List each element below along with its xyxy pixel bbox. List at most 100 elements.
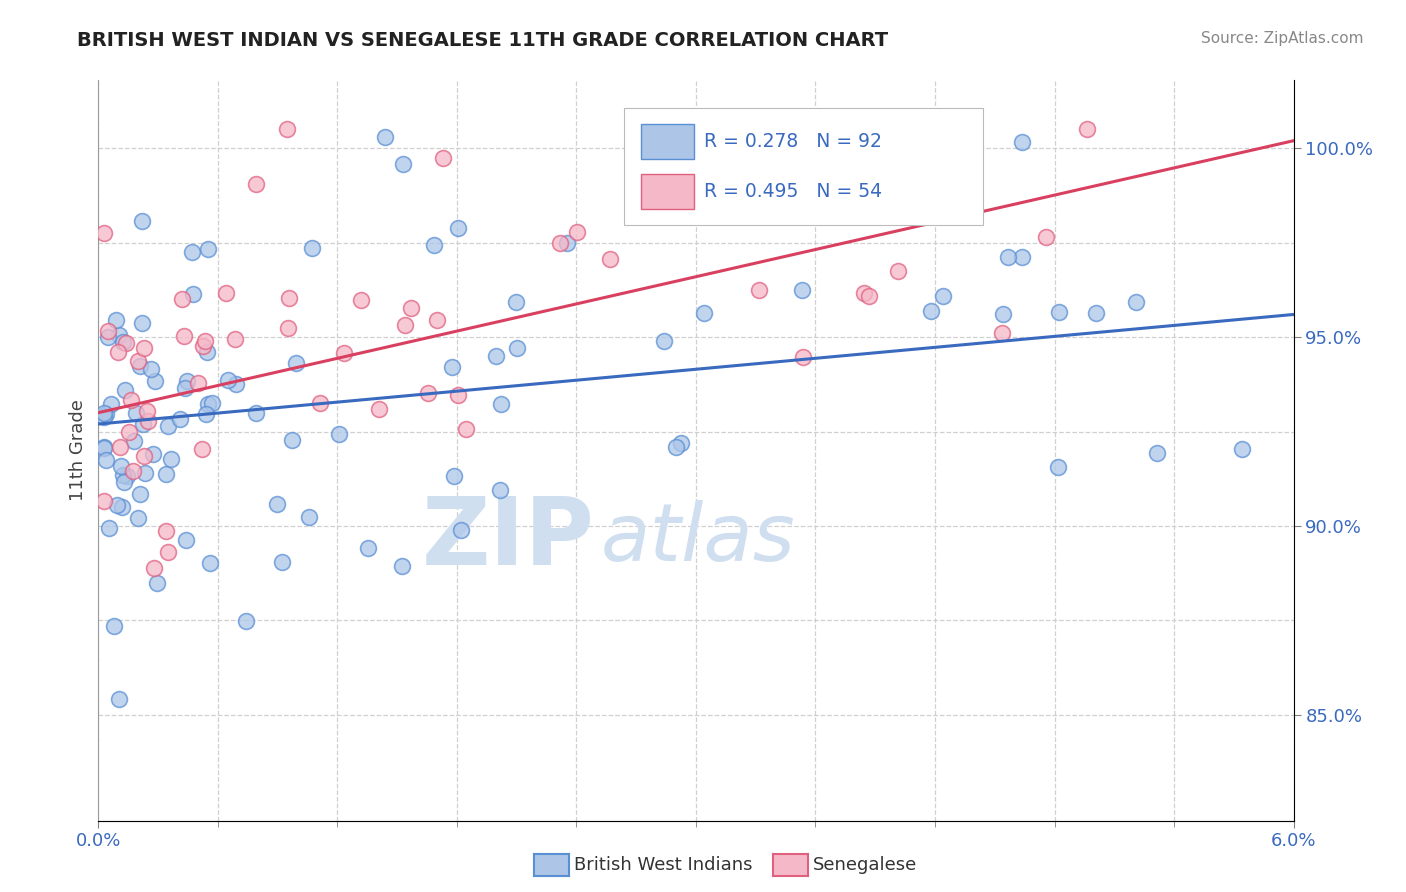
Point [1084, 306, 1107, 320]
Point [391, 559, 413, 574]
Point [135, 404, 157, 418]
FancyBboxPatch shape [641, 174, 693, 209]
Point [278, 292, 301, 306]
Point [488, 483, 510, 498]
Point [665, 440, 688, 454]
Text: ZIP: ZIP [422, 493, 595, 585]
Point [132, 341, 155, 355]
Point [271, 555, 294, 569]
Point [100, 397, 122, 411]
Point [491, 397, 513, 411]
Point [93, 410, 115, 425]
Point [669, 435, 692, 450]
Point [443, 469, 465, 483]
Point [200, 557, 222, 571]
Point [450, 524, 472, 538]
Point [93, 226, 115, 240]
Point [990, 326, 1012, 341]
Point [245, 178, 267, 192]
Point [399, 301, 422, 315]
Point [115, 336, 138, 351]
Point [187, 376, 209, 391]
Point [156, 418, 179, 433]
Point [118, 425, 141, 439]
Point [1011, 135, 1033, 149]
Point [195, 345, 218, 359]
Point [281, 434, 304, 448]
Point [181, 244, 204, 259]
Point [105, 313, 128, 327]
Point [94, 407, 117, 421]
Point [887, 264, 910, 278]
Point [173, 382, 195, 396]
Point [111, 467, 134, 482]
Point [191, 339, 214, 353]
Point [440, 360, 463, 375]
Point [1046, 459, 1069, 474]
Point [122, 464, 145, 478]
Point [748, 283, 770, 297]
Point [328, 426, 350, 441]
Point [93, 494, 115, 508]
Point [169, 412, 191, 426]
Point [557, 235, 579, 250]
Point [200, 396, 222, 410]
Point [599, 252, 621, 267]
Point [1047, 305, 1070, 319]
Text: atlas: atlas [600, 500, 796, 578]
Point [394, 318, 416, 332]
Point [134, 466, 156, 480]
Y-axis label: 11th Grade: 11th Grade [69, 400, 87, 501]
Point [127, 354, 149, 368]
Point [125, 406, 148, 420]
Point [235, 614, 257, 628]
Point [107, 692, 129, 706]
Point [111, 335, 134, 350]
Point [114, 475, 136, 489]
Point [143, 561, 166, 575]
Point [174, 533, 197, 547]
FancyBboxPatch shape [624, 108, 983, 225]
Point [97, 324, 120, 338]
Point [991, 307, 1014, 321]
Point [418, 385, 440, 400]
Point [181, 287, 204, 301]
Point [858, 289, 880, 303]
Point [107, 328, 129, 343]
Point [93, 440, 115, 454]
Point [1076, 122, 1098, 136]
Point [548, 236, 571, 251]
Point [107, 344, 129, 359]
Point [792, 350, 814, 364]
Point [309, 395, 332, 409]
Text: R = 0.495   N = 54: R = 0.495 N = 54 [704, 182, 883, 201]
Point [155, 524, 177, 539]
Point [447, 388, 470, 402]
Point [131, 316, 153, 330]
Point [146, 575, 169, 590]
Point [96, 452, 118, 467]
Point [853, 126, 876, 140]
Point [284, 356, 307, 370]
Point [356, 541, 378, 555]
Point [110, 459, 132, 474]
Point [155, 467, 177, 481]
Point [93, 442, 115, 456]
FancyBboxPatch shape [641, 124, 693, 160]
Point [997, 251, 1019, 265]
Point [266, 497, 288, 511]
Point [131, 213, 153, 227]
Point [156, 545, 179, 559]
Text: R = 0.278   N = 92: R = 0.278 N = 92 [704, 132, 882, 152]
Point [197, 242, 219, 256]
Point [332, 346, 354, 360]
Point [505, 295, 527, 310]
Point [114, 384, 136, 398]
Point [225, 377, 247, 392]
Point [277, 320, 299, 334]
Point [932, 289, 955, 303]
Point [447, 221, 470, 235]
Point [132, 417, 155, 431]
Point [120, 392, 142, 407]
Point [693, 306, 716, 320]
